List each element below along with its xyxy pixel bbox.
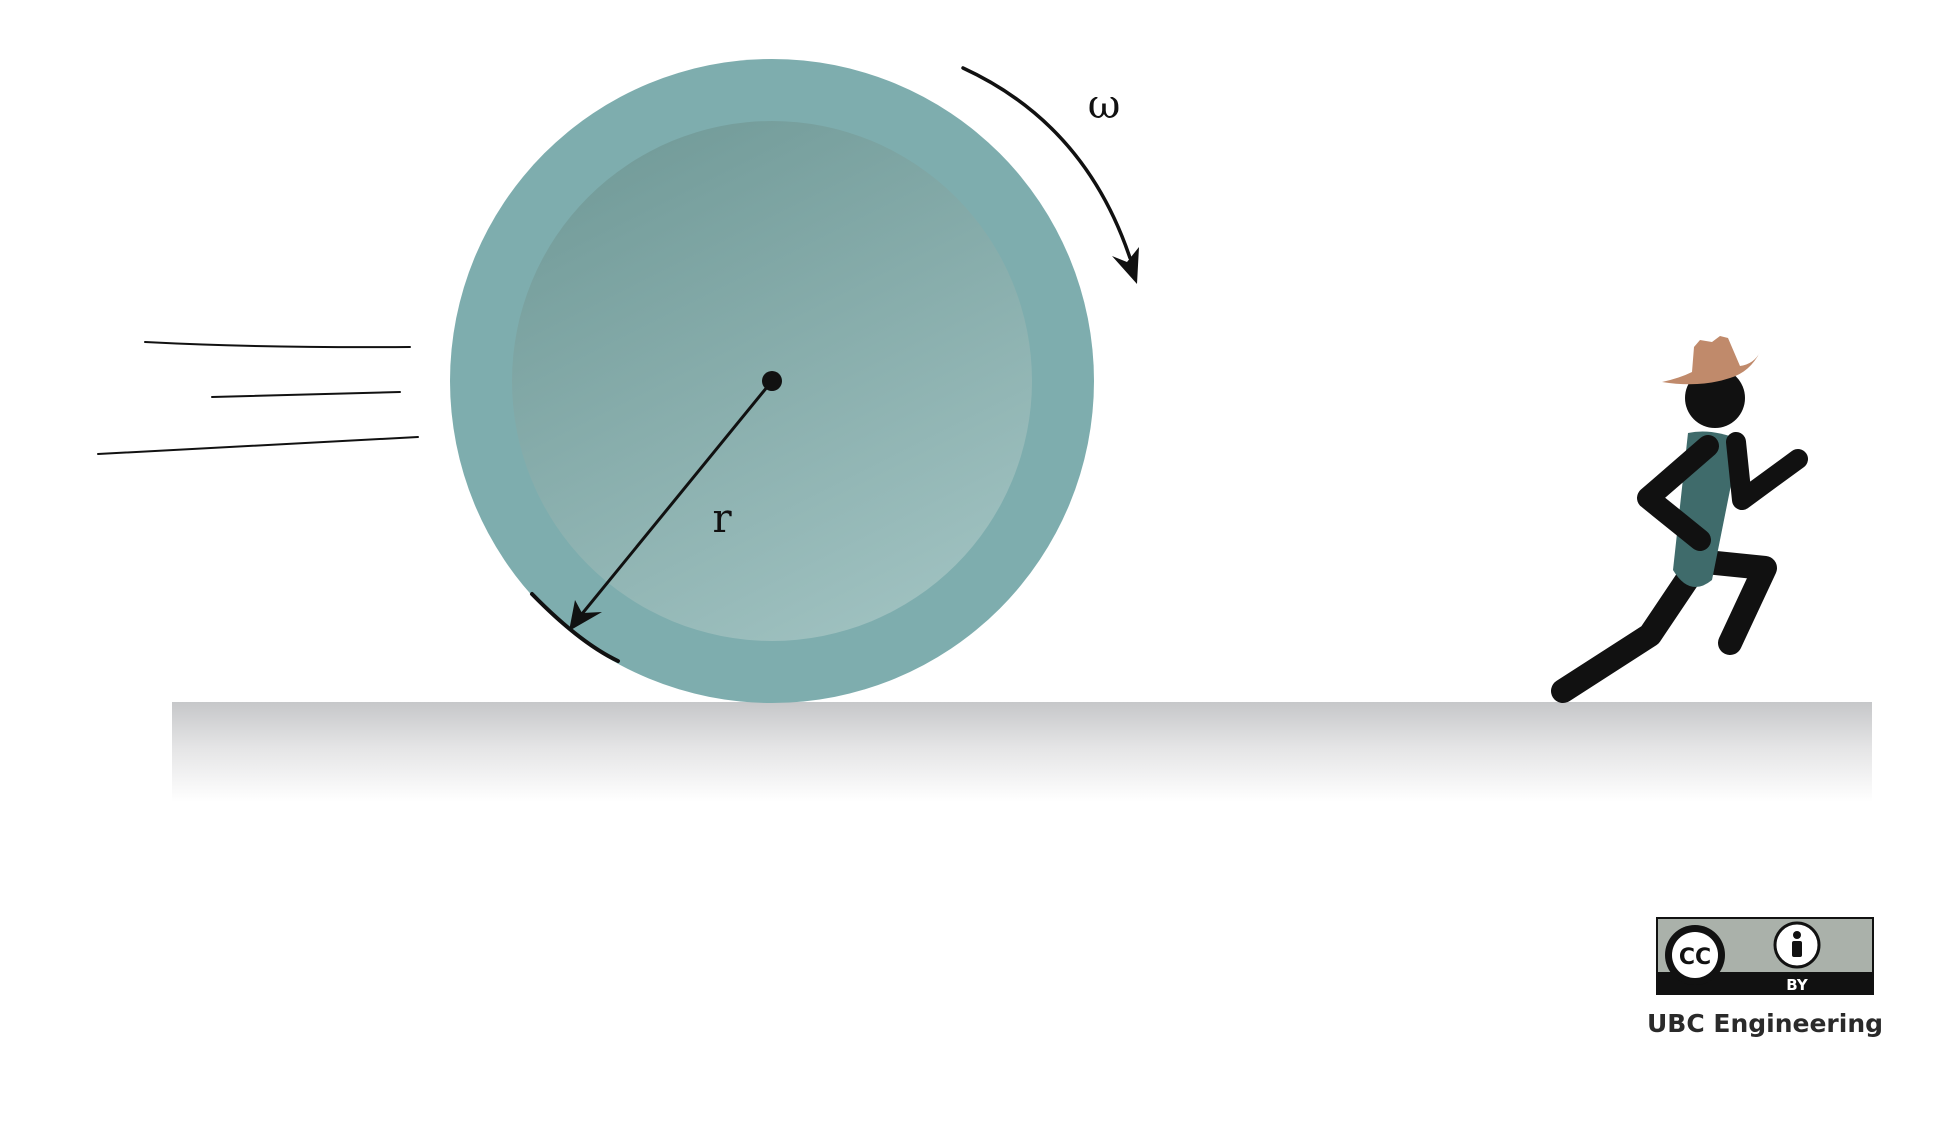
badge-by-text: BY	[1786, 976, 1809, 994]
badge-cc-text: CC	[1679, 945, 1711, 970]
motion-line	[97, 436, 419, 455]
person-back-arm	[1637, 435, 1719, 551]
omega-arc-arrow	[961, 66, 1132, 260]
motion-line	[211, 391, 401, 398]
motion-lines	[97, 341, 419, 455]
cc-icon: CC	[1665, 925, 1725, 985]
credit-label: UBC Engineering	[1647, 1009, 1883, 1038]
person-front-arm	[1726, 432, 1808, 510]
ground-surface	[172, 702, 1872, 802]
cc-by-license-badge[interactable]: CC BY	[1656, 917, 1874, 995]
person-front-leg	[1694, 550, 1777, 655]
center-point	[762, 371, 782, 391]
radius-label: r	[712, 496, 732, 542]
angular-velocity-indicator: ω	[961, 66, 1139, 284]
person-back-leg	[1551, 553, 1709, 703]
running-person	[1551, 336, 1808, 703]
rim-arc-mark	[530, 592, 620, 663]
motion-line	[144, 341, 411, 349]
radius-arrowhead	[569, 600, 602, 631]
person-hat	[1662, 336, 1760, 385]
radius-arrow	[575, 379, 774, 622]
omega-arrowhead	[1112, 247, 1139, 284]
attribution-person-icon	[1773, 921, 1821, 969]
omega-label: ω	[1088, 82, 1121, 128]
radius-indicator: r	[530, 371, 782, 663]
